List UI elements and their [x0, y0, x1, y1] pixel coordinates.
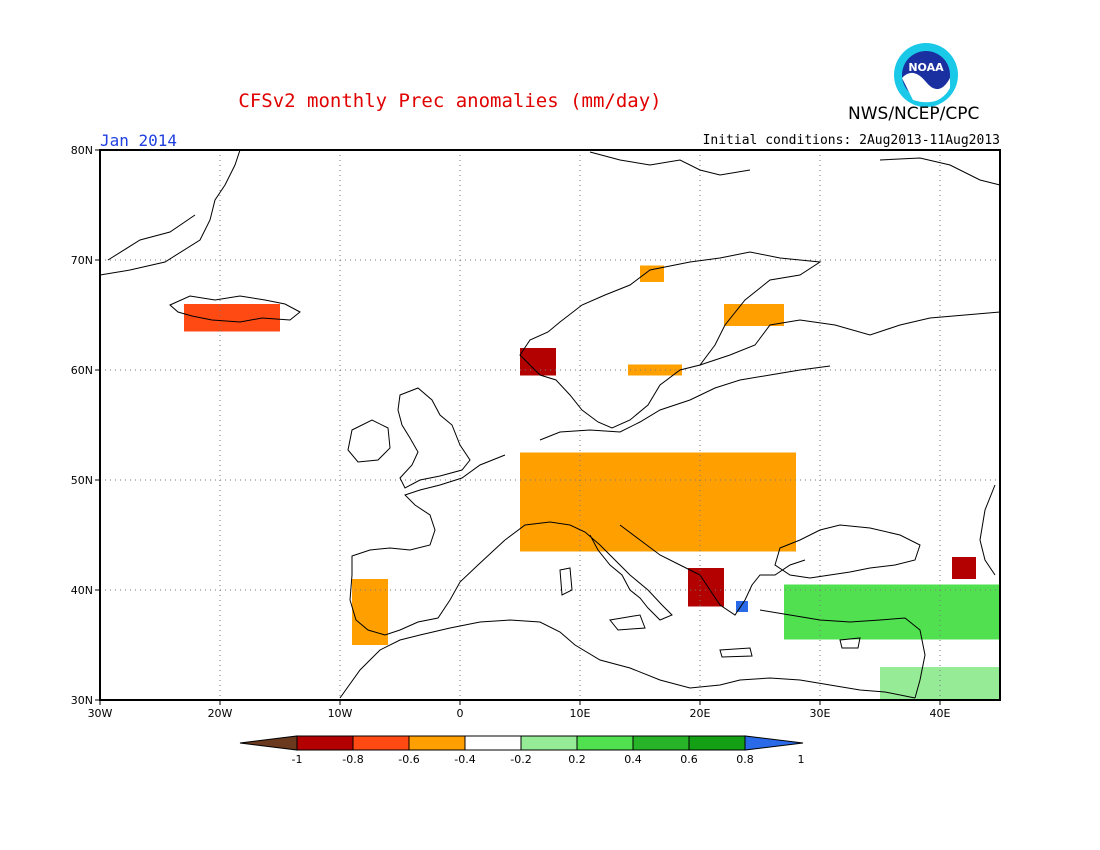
graticule — [95, 149, 1000, 705]
colorbar-swatch — [576, 735, 634, 751]
lon-label: 30E — [810, 707, 831, 720]
lon-label: 10W — [328, 707, 353, 720]
lat-label: 40N — [71, 584, 93, 597]
coast-sardinia — [559, 567, 573, 596]
coast-sicily — [609, 614, 646, 631]
coast-cyprus — [839, 637, 861, 649]
anomaly-region — [640, 265, 664, 282]
colorbar-label: -0.8 — [342, 753, 363, 766]
colorbar-swatch — [408, 735, 466, 751]
colorbar: -1 -0.8 -0.6 -0.4 -0.2 0.2 0.4 0.6 0.8 1 — [239, 735, 805, 766]
lat-label: 80N — [71, 144, 93, 157]
coast-greenland — [99, 149, 241, 276]
anomaly-cells — [184, 265, 1000, 700]
colorbar-swatch — [352, 735, 410, 751]
coast-france-iberia — [349, 454, 506, 636]
map-frame — [99, 149, 1001, 701]
coast-scandinavia — [519, 251, 822, 429]
anomaly-region — [724, 304, 784, 326]
colorbar-label: 0.6 — [680, 753, 698, 766]
colorbar-label: 0.4 — [624, 753, 642, 766]
agency-label: NWS/NCEP/CPC — [848, 104, 980, 124]
anomaly-region — [520, 452, 796, 552]
coast-black-sea — [774, 524, 921, 579]
colorbar-swatch — [520, 735, 578, 751]
coast-ireland — [347, 419, 391, 463]
noaa-logo: NOAA — [894, 43, 958, 107]
anomaly-region — [352, 579, 388, 645]
anomaly-region — [736, 601, 748, 612]
colorbar-label: 1 — [798, 753, 805, 766]
forecast-month: Jan 2014 — [100, 131, 178, 150]
lat-label: 30N — [71, 694, 93, 707]
colorbar-label: -0.6 — [398, 753, 419, 766]
coast-svalbard — [589, 151, 751, 176]
lon-label: 30W — [88, 707, 113, 720]
coast-north-africa — [339, 619, 916, 699]
coast-crete — [719, 647, 753, 658]
lon-label: 0 — [457, 707, 464, 720]
colorbar-label: -0.4 — [454, 753, 475, 766]
map-title: CFSv2 monthly Prec anomalies (mm/day) — [0, 90, 1100, 112]
colorbar-swatch — [688, 735, 746, 751]
lon-label: 20W — [208, 707, 233, 720]
coast-iceland — [169, 295, 301, 323]
colorbar-arrow-low — [239, 735, 298, 751]
colorbar-swatch — [296, 735, 354, 751]
coast-caspian — [979, 484, 996, 576]
coast-finland — [699, 311, 1001, 366]
lon-label: 40E — [930, 707, 951, 720]
coast-mediterranean-north — [504, 521, 673, 621]
colorbar-label: 0.8 — [736, 753, 754, 766]
noaa-logo-text: NOAA — [908, 61, 944, 74]
lat-label: 50N — [71, 474, 93, 487]
anomaly-region — [688, 568, 724, 607]
anomaly-region — [952, 557, 976, 579]
colorbar-label: -0.2 — [510, 753, 531, 766]
initial-conditions: Initial conditions: 2Aug2013-11Aug2013 — [702, 133, 1000, 148]
coast-baltic — [539, 365, 831, 441]
colorbar-label: -1 — [292, 753, 303, 766]
lon-label: 20E — [690, 707, 711, 720]
anomaly-region — [520, 348, 556, 376]
coast-turkey-south — [759, 609, 926, 699]
map-title-text: CFSv2 monthly Prec anomalies (mm/day) — [238, 90, 662, 112]
lat-label: 70N — [71, 254, 93, 267]
colorbar-arrow-high — [744, 735, 804, 751]
coastlines — [99, 149, 1001, 699]
colorbar-swatch — [464, 735, 522, 751]
colorbar-swatch — [632, 735, 690, 751]
lat-label: 60N — [71, 364, 93, 377]
lon-label: 10E — [570, 707, 591, 720]
coast-balkans — [619, 524, 806, 616]
anomaly-region — [784, 584, 1000, 640]
coast-novaya-zemlya — [879, 157, 1001, 186]
coast-greenland-east — [107, 214, 196, 261]
colorbar-label: 0.2 — [568, 753, 586, 766]
coast-great-britain — [397, 387, 471, 489]
